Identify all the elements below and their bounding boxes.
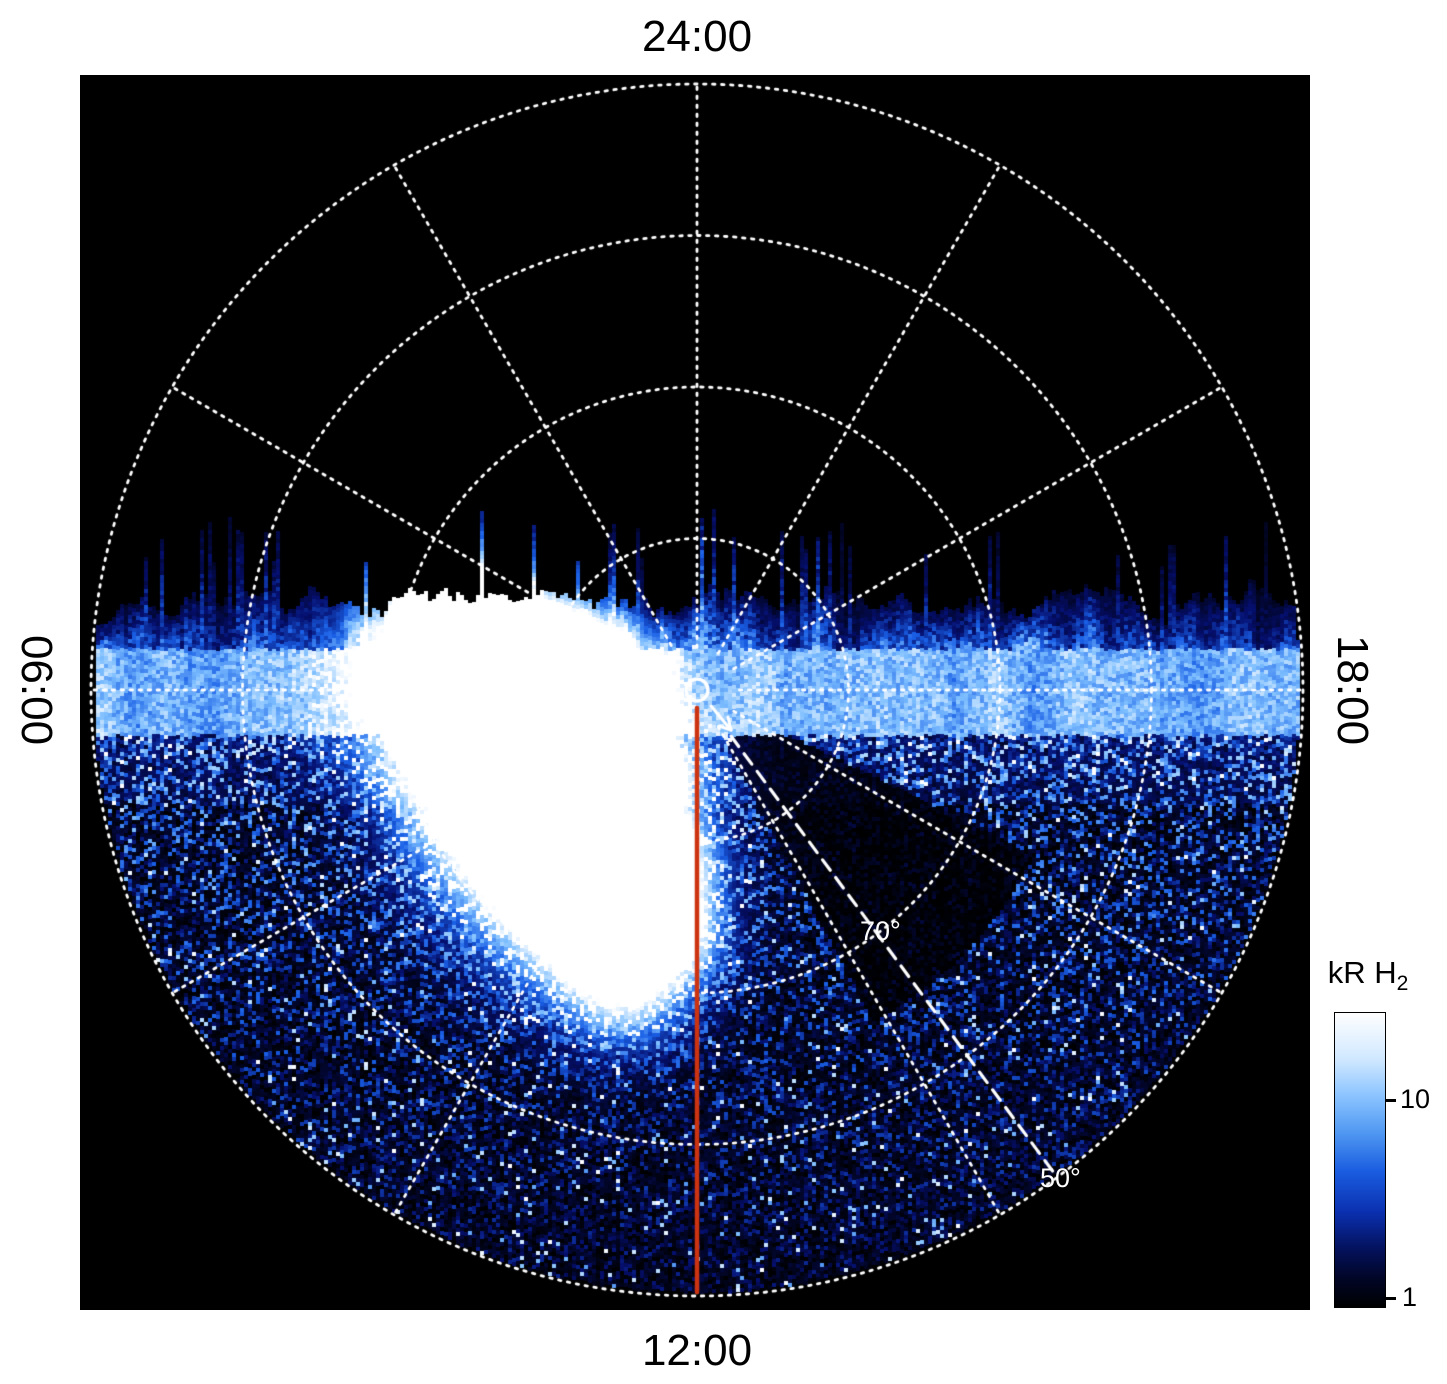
colorbar-title: kR H2 bbox=[1328, 955, 1409, 996]
colorbar bbox=[1334, 1012, 1386, 1308]
time-label-0600: 06:00 bbox=[12, 634, 61, 746]
colorbar-tick-10-label: 10 bbox=[1400, 1084, 1431, 1114]
colorbar-title-text: kR H bbox=[1327, 955, 1397, 990]
polar-aurora-heatmap bbox=[80, 75, 1310, 1310]
latitude-label-70: 70° bbox=[860, 916, 901, 946]
plot-area bbox=[80, 75, 1310, 1310]
colorbar-tick-1-mark bbox=[1386, 1297, 1396, 1300]
time-label-1800: 18:00 bbox=[1328, 634, 1377, 746]
colorbar-tick-10-mark bbox=[1386, 1099, 1396, 1102]
colorbar-gradient bbox=[1335, 1013, 1385, 1307]
time-label-1200: 12:00 bbox=[641, 1326, 753, 1375]
latitude-label-50: 50° bbox=[1040, 1163, 1081, 1193]
time-label-2400: 24:00 bbox=[641, 12, 753, 61]
colorbar-tick-1-label: 1 bbox=[1402, 1282, 1418, 1312]
colorbar-title-subscript: 2 bbox=[1396, 972, 1409, 996]
